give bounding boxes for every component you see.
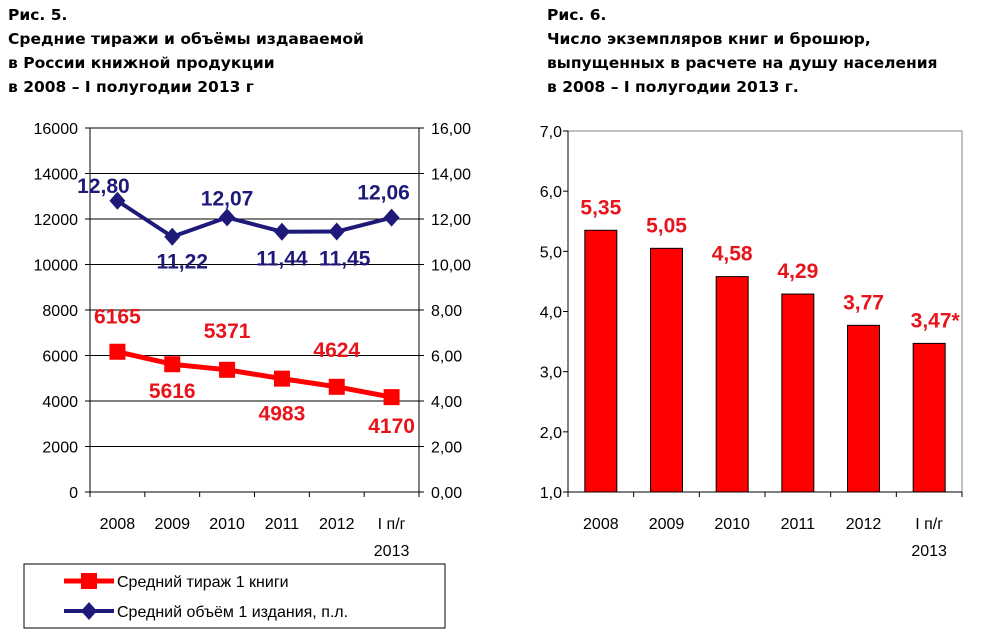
bar — [781, 293, 815, 493]
y2-tick-label: 12,00 — [431, 212, 471, 229]
data-label-avg-volume: 12,06 — [357, 182, 410, 205]
x-tick-label: 2012 — [846, 516, 882, 533]
x-tick-label: 2012 — [319, 516, 355, 533]
data-label-avg-volume: 11,22 — [157, 251, 208, 274]
bar-chart: 1,0 2,0 3,0 4,0 5,0 6,0 7,0 2008 2009 2010 2011 201… — [540, 124, 963, 560]
y2-tick-label: 14,00 — [431, 167, 471, 184]
x-tick-label: 2013 — [911, 543, 947, 560]
legend: Средний тираж 1 книги Средний объём 1 изд… — [23, 563, 446, 629]
y-tick-label: 4000 — [42, 394, 78, 411]
data-label-avg-print-run: 4983 — [259, 403, 306, 426]
point-avg-print-run — [109, 343, 126, 360]
y2-tick-label: 4,00 — [431, 394, 462, 411]
bar-data-label: 4,29 — [777, 260, 818, 283]
point-avg-print-run — [164, 356, 181, 373]
figure6-title-line-1: Число экземпляров книг и брошюр, — [547, 30, 871, 48]
legend-marker-avg-volume — [81, 602, 97, 620]
figure5-number: Рис. 5. — [8, 6, 68, 24]
point-avg-volume — [219, 208, 236, 227]
data-label-avg-print-run: 5371 — [204, 320, 251, 343]
y2-tick-label: 6,00 — [431, 349, 462, 366]
figure6-number: Рис. 6. — [547, 6, 607, 24]
y-tick-label: 4,0 — [540, 305, 562, 322]
x-tick-label: 2009 — [154, 516, 190, 533]
y-tick-label: 12000 — [34, 212, 79, 229]
y-tick-label: 6,0 — [540, 184, 562, 201]
legend-marker-avg-print-run — [81, 573, 97, 589]
point-avg-volume — [328, 222, 345, 241]
data-label-avg-print-run: 4624 — [313, 339, 360, 362]
data-label-avg-volume: 12,80 — [77, 175, 130, 198]
x-tick-label: 2013 — [374, 543, 410, 560]
y2-tick-label: 10,00 — [431, 258, 471, 275]
x-tick-label: I п/г — [915, 516, 943, 533]
point-avg-volume — [164, 227, 181, 246]
x-tick-label: 2010 — [714, 516, 750, 533]
y-tick-label: 1,0 — [540, 485, 562, 502]
data-label-avg-print-run: 6165 — [94, 306, 141, 329]
figure6-title-line-3: в 2008 – I полугодии 2013 г. — [547, 78, 799, 96]
y-tick-label: 16000 — [34, 121, 79, 138]
y-tick-label: 3,0 — [540, 365, 562, 382]
point-avg-print-run — [328, 378, 345, 395]
figure5-title-line-1: Средние тиражи и объёмы издаваемой — [8, 30, 364, 48]
x-tick-label: 2011 — [781, 516, 816, 533]
y2-tick-label: 2,00 — [431, 440, 462, 457]
point-avg-print-run — [219, 361, 236, 378]
point-avg-volume — [109, 191, 126, 210]
bar-data-label: 5,05 — [646, 214, 687, 237]
y2-tick-label: 8,00 — [431, 303, 462, 320]
bar-data-label: 3,47* — [911, 309, 961, 332]
y-tick-label: 2,0 — [540, 425, 562, 442]
data-label-avg-volume: 11,45 — [319, 248, 371, 271]
bar-data-label: 3,77 — [843, 291, 884, 314]
y-tick-label: 8000 — [42, 303, 78, 320]
figure6-caption: Рис. 6. Число экземпляров книг и брошюр,… — [547, 3, 938, 99]
figure6-title-line-2: выпущенных в расчете на душу населения — [547, 54, 938, 72]
y-tick-label: 0 — [69, 485, 78, 502]
x-tick-label: 2011 — [265, 516, 300, 533]
y-tick-label: 6000 — [42, 349, 78, 366]
data-label-avg-volume: 11,44 — [256, 248, 308, 271]
x-tick-label: 2008 — [583, 516, 619, 533]
y-tick-label: 10000 — [34, 258, 79, 275]
line-chart: 0 2000 4000 6000 8000 10000 12000 14000 16000 0,0… — [23, 121, 471, 629]
y2-tick-label: 16,00 — [431, 121, 471, 138]
figure5-caption: Рис. 5. Средние тиражи и объёмы издаваем… — [8, 3, 364, 99]
bar — [912, 342, 946, 493]
y-tick-label: 2000 — [42, 440, 78, 457]
point-avg-volume — [273, 222, 290, 241]
y-tick-label: 5,0 — [540, 244, 562, 261]
x-tick-label: 2008 — [100, 516, 136, 533]
figure5-title-line-3: в 2008 – I полугодии 2013 г — [8, 78, 254, 96]
bar-data-label: 4,58 — [712, 243, 753, 266]
point-avg-print-run — [383, 389, 400, 406]
series-line-avg-print-run — [116, 349, 393, 400]
plot-frame — [567, 130, 963, 493]
bar — [847, 324, 880, 493]
bar — [715, 276, 749, 493]
bar — [650, 247, 683, 493]
figure5-title-line-2: в России книжной продукции — [8, 54, 275, 72]
bar-data-label: 5,35 — [580, 196, 621, 219]
legend-label-avg-volume: Средний объём 1 издания, п.л. — [117, 604, 348, 621]
y-tick-label: 7,0 — [540, 124, 562, 141]
legend-label-avg-print-run: Средний тираж 1 книги — [117, 574, 289, 591]
x-tick-label: I п/г — [378, 516, 406, 533]
x-tick-label: 2009 — [649, 516, 685, 533]
data-label-avg-print-run: 5616 — [149, 380, 196, 403]
y2-tick-label: 0,00 — [431, 485, 462, 502]
point-avg-volume — [383, 208, 400, 227]
bar — [584, 229, 618, 493]
data-label-avg-print-run: 4170 — [368, 415, 415, 438]
series-line-avg-volume — [116, 199, 393, 239]
x-tick-label: 2010 — [209, 516, 245, 533]
point-avg-print-run — [273, 370, 290, 387]
y-tick-label: 14000 — [34, 167, 79, 184]
data-label-avg-volume: 12,07 — [201, 187, 254, 210]
